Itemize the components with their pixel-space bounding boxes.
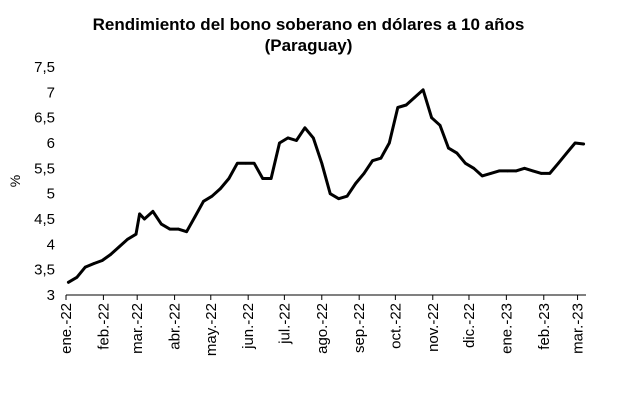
- series-point: [126, 238, 129, 241]
- series-point: [236, 162, 239, 165]
- series-point: [354, 182, 357, 185]
- series-point: [138, 212, 141, 216]
- x-axis-ticks: ene.-22 feb.-22 mar.-22 abr.-22 may.-22 jun.-…: [58, 295, 587, 356]
- series-point: [328, 192, 332, 195]
- series-point: [480, 174, 484, 178]
- series-point: [497, 169, 501, 173]
- series-point: [117, 245, 121, 249]
- x-tick-label: nov.-22: [425, 303, 442, 352]
- series-point: [202, 200, 205, 203]
- x-tick-label: ene.-22: [58, 303, 75, 354]
- series-point: [438, 124, 442, 127]
- series-point: [379, 156, 383, 160]
- x-tick-label: ago.-22: [314, 303, 331, 354]
- x-tick-label: sep.-22: [351, 303, 368, 353]
- series-point: [244, 162, 248, 165]
- series-point: [565, 151, 568, 155]
- y-tick-label: 3,5: [34, 262, 55, 279]
- series-point: [320, 162, 324, 165]
- series-point: [362, 172, 366, 175]
- series-point: [455, 151, 459, 155]
- series-point: [67, 281, 70, 284]
- series-point: [193, 215, 197, 218]
- series-point: [109, 253, 112, 256]
- series-line: [66, 88, 586, 284]
- series-point: [421, 88, 425, 92]
- series-points: [67, 88, 585, 284]
- series-point: [472, 167, 476, 170]
- x-tick-label: feb.-22: [95, 303, 112, 350]
- y-tick-label: 5: [47, 186, 55, 203]
- series-point: [573, 141, 577, 145]
- y-tick-label: 7: [47, 84, 55, 101]
- series-point: [447, 146, 450, 150]
- x-tick-label: mar.-23: [570, 303, 587, 354]
- y-tick-label: 5,5: [34, 160, 55, 177]
- x-tick-label: dic.-22: [461, 303, 478, 348]
- y-tick-label: 6,5: [34, 110, 55, 127]
- x-tick-label: feb.-23: [536, 303, 553, 350]
- x-tick-label: jun.-22: [240, 303, 257, 350]
- x-tick-label: abr.-22: [167, 303, 184, 350]
- series-point: [514, 169, 518, 173]
- series-point: [388, 141, 391, 145]
- series-point: [295, 139, 298, 142]
- series-point: [168, 227, 172, 231]
- series-point: [269, 177, 273, 180]
- series-point: [540, 172, 543, 175]
- series-point: [489, 172, 493, 175]
- series-point: [151, 210, 155, 213]
- series-point: [185, 230, 188, 233]
- series-point: [210, 194, 214, 198]
- series-point: [371, 159, 374, 162]
- series-point: [286, 136, 290, 140]
- x-tick-label: oct.-22: [387, 303, 404, 349]
- y-axis-label: %: [7, 175, 23, 187]
- series-point: [100, 259, 104, 262]
- series-point: [84, 265, 87, 269]
- series-point: [176, 227, 180, 231]
- series-point: [134, 232, 138, 236]
- series-point: [227, 177, 231, 180]
- series-point: [464, 162, 467, 165]
- series-point: [557, 162, 560, 165]
- series-point: [548, 172, 552, 175]
- series-point: [143, 217, 146, 221]
- chart-title: Rendimiento del bono soberano en dólares…: [92, 15, 525, 34]
- series-point: [252, 162, 256, 165]
- y-tick-label: 6: [47, 135, 55, 152]
- x-tick-label: jul.-22: [276, 303, 293, 345]
- series-point: [404, 103, 408, 107]
- series-point: [430, 116, 433, 119]
- series-point: [345, 194, 349, 198]
- y-tick-label: 4,5: [34, 211, 55, 228]
- y-tick-label: 4: [47, 236, 55, 253]
- chart-title-block: Rendimiento del bono soberano en dólares…: [0, 14, 617, 56]
- y-axis-ticks: 3 3,5 4 4,5 5 5,5 6 6,5 7 7,5: [34, 59, 55, 304]
- series-point: [582, 142, 585, 146]
- series-point: [506, 169, 509, 173]
- series-point: [531, 169, 535, 173]
- series-point: [523, 167, 526, 170]
- chart-subtitle: (Paraguay): [264, 36, 353, 55]
- x-tick-label: ene.-23: [498, 303, 515, 354]
- series-point: [396, 106, 400, 109]
- series-point: [160, 222, 163, 226]
- series-point: [312, 136, 315, 140]
- series-point: [261, 177, 265, 180]
- series-point: [413, 96, 417, 99]
- series-point: [337, 197, 341, 200]
- y-tick-label: 7,5: [34, 59, 55, 76]
- x-tick-label: may.-22: [203, 303, 220, 356]
- series-point: [278, 141, 281, 145]
- series-point: [303, 126, 307, 130]
- y-tick-label: 3: [47, 287, 55, 304]
- series-point: [92, 262, 95, 265]
- x-tick-label: mar.-22: [129, 303, 146, 354]
- series-point: [75, 276, 79, 279]
- series-point: [219, 187, 222, 190]
